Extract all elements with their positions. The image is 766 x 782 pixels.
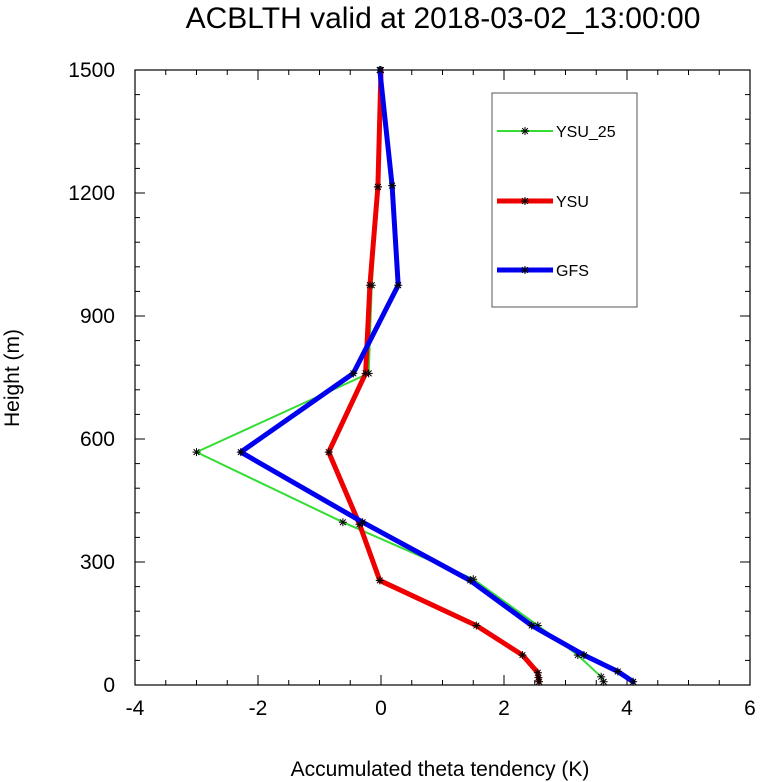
x-tick-label: 4	[621, 697, 633, 720]
legend-marker-gfs	[521, 266, 529, 274]
legend-label-gfs: GFS	[556, 263, 589, 280]
y-tick-label: 0	[103, 674, 115, 697]
x-tick-label: 6	[744, 697, 756, 720]
data-point-ysu	[375, 576, 384, 585]
y-tick-label: 1500	[68, 59, 115, 82]
data-point-gfs	[579, 651, 588, 660]
data-point-ysu	[365, 281, 374, 290]
y-tick-label: 600	[80, 428, 115, 451]
plot-border	[134, 69, 751, 686]
series-layer	[192, 66, 638, 686]
data-point-gfs	[394, 281, 403, 290]
chart-title: ACBLTH valid at 2018-03-02_13:00:00	[186, 2, 701, 35]
data-point-ysu-25	[338, 518, 347, 527]
data-point-ysu	[373, 182, 382, 191]
legend: YSU_25 YSU GFS	[491, 92, 638, 308]
legend-marker-ysu	[521, 197, 529, 205]
legend-item-ysu-25: YSU_25	[497, 124, 616, 141]
x-axis-label: Accumulated theta tendency (K)	[291, 758, 590, 781]
x-tick-label: 0	[375, 697, 387, 720]
data-point-gfs	[375, 66, 384, 74]
y-axis-label: Height (m)	[1, 329, 24, 427]
data-point-gfs	[527, 621, 536, 630]
data-point-ysu	[472, 621, 481, 630]
plot-frame	[134, 69, 751, 686]
series-gfs	[236, 66, 638, 686]
data-point-gfs	[388, 181, 397, 190]
series-ysu	[324, 66, 544, 686]
y-tick-label: 300	[80, 551, 115, 574]
legend-item-gfs: GFS	[497, 263, 589, 280]
legend-label-ysu-25: YSU_25	[556, 124, 616, 141]
legend-item-ysu: YSU	[497, 194, 589, 211]
data-point-gfs	[466, 576, 475, 585]
legend-marker-ysu-25	[521, 127, 529, 135]
data-point-gfs	[358, 518, 367, 527]
data-point-ysu	[361, 369, 370, 378]
data-point-ysu	[518, 651, 527, 660]
data-point-gfs	[349, 369, 358, 378]
data-point-ysu	[324, 448, 333, 457]
data-point-ysu	[533, 668, 542, 677]
y-tick-label: 900	[80, 305, 115, 328]
axis-ticks: -4 -2 0 2 4 6 0 300 600 900 1200 1500	[68, 59, 756, 720]
x-tick-label: -2	[249, 697, 268, 720]
data-point-gfs	[613, 667, 622, 676]
data-point-gfs	[629, 677, 638, 686]
data-point-ysu-25	[192, 448, 201, 457]
data-point-ysu-25	[597, 672, 606, 681]
x-tick-label: -4	[126, 697, 145, 720]
x-tick-label: 2	[498, 697, 510, 720]
legend-label-ysu: YSU	[556, 194, 589, 211]
y-tick-label: 1200	[68, 182, 115, 205]
data-point-gfs	[236, 448, 245, 457]
